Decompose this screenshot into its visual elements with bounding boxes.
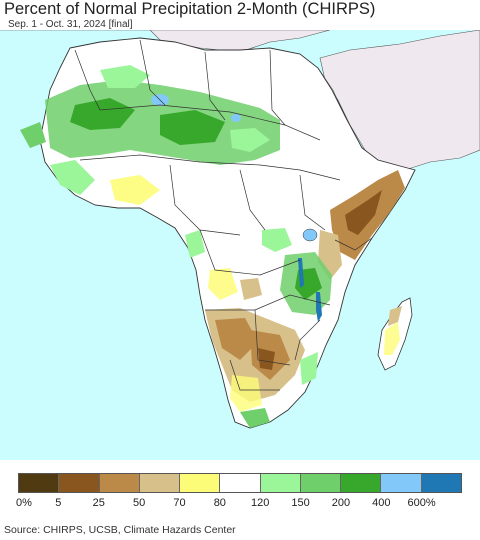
legend-swatch	[19, 474, 60, 492]
legend-tick-label: 600%	[407, 497, 436, 509]
legend-swatch	[220, 474, 261, 492]
legend-swatch	[300, 474, 342, 492]
legend-tick-label: 200	[331, 497, 351, 509]
legend-swatch	[180, 474, 221, 492]
legend-swatch	[341, 474, 382, 492]
legend-tick-label: 0%	[16, 497, 32, 509]
legend-swatch	[260, 474, 301, 492]
legend-tick-label: 120	[250, 497, 270, 509]
precipitation-map	[0, 30, 480, 460]
lake-malawi	[316, 292, 322, 322]
legend-tick-label: 80	[213, 497, 226, 509]
legend-swatch	[59, 474, 100, 492]
legend-swatch	[421, 474, 461, 492]
legend-tick-label: 50	[132, 497, 146, 509]
color-legend	[18, 473, 462, 493]
legend-tick-label: 70	[173, 497, 186, 509]
lake-victoria	[302, 228, 318, 242]
legend-swatch	[139, 474, 181, 492]
source-credit: Source: CHIRPS, UCSB, Climate Hazards Ce…	[4, 524, 236, 536]
legend-tick-label: 150	[291, 497, 310, 509]
arabia-landmass	[319, 30, 480, 171]
legend-swatch	[381, 474, 422, 492]
legend-ticks: 0% 5 25 50 70 80 120 150 200 400 600%	[0, 497, 480, 511]
country-borders	[74, 39, 373, 391]
legend-swatch	[99, 474, 140, 492]
legend-tick-label: 25	[92, 497, 105, 509]
lake-tanganyika	[298, 258, 304, 288]
map-title: Percent of Normal Precipitation 2-Month …	[4, 0, 376, 18]
map-subtitle: Sep. 1 - Oct. 31, 2024 [final]	[8, 19, 133, 30]
legend-tick-label: 5	[55, 497, 62, 509]
legend-tick-label: 400	[372, 497, 391, 509]
